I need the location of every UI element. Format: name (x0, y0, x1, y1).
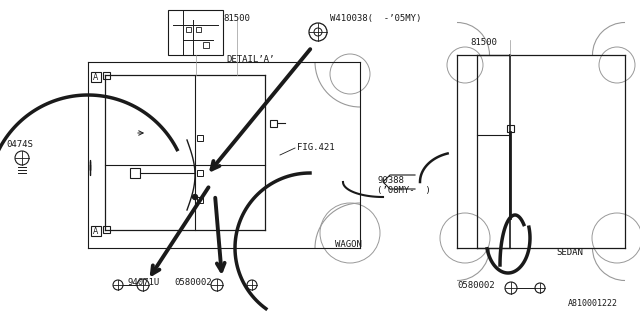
Circle shape (247, 280, 257, 290)
Bar (103, 72, 110, 79)
Text: 81500: 81500 (470, 38, 497, 47)
Circle shape (15, 151, 29, 165)
Text: A: A (93, 227, 99, 236)
Text: 90388
(’08MY-  ): 90388 (’08MY- ) (377, 176, 431, 196)
Bar (203, 42, 209, 48)
Circle shape (211, 279, 223, 291)
Bar (168, 10, 223, 55)
Bar (270, 120, 277, 127)
Bar (507, 125, 514, 132)
Text: WAGON: WAGON (335, 240, 362, 249)
Circle shape (309, 23, 327, 41)
Bar (91, 72, 101, 82)
Circle shape (505, 282, 517, 294)
Text: W410038(  -’05MY): W410038( -’05MY) (330, 14, 421, 23)
Bar (197, 197, 203, 203)
Bar (196, 27, 201, 32)
Bar (103, 226, 110, 233)
Text: DETAIL’A’: DETAIL’A’ (226, 55, 275, 64)
Text: A: A (93, 73, 99, 82)
Text: SEDAN: SEDAN (556, 248, 583, 257)
Text: 0580002: 0580002 (457, 281, 495, 290)
Bar (197, 135, 203, 141)
Text: 94071U: 94071U (128, 278, 160, 287)
Text: A810001222: A810001222 (568, 299, 618, 308)
Circle shape (193, 195, 198, 199)
Circle shape (535, 283, 545, 293)
Text: 81500: 81500 (223, 14, 250, 23)
Bar (130, 168, 140, 178)
Circle shape (137, 279, 149, 291)
Bar (197, 170, 203, 176)
Bar (186, 27, 191, 32)
Bar (91, 226, 101, 236)
Text: 0474S: 0474S (6, 140, 33, 149)
Polygon shape (383, 175, 415, 189)
Text: FIG.421: FIG.421 (297, 143, 335, 152)
Circle shape (113, 280, 123, 290)
Text: 0580002: 0580002 (174, 278, 212, 287)
